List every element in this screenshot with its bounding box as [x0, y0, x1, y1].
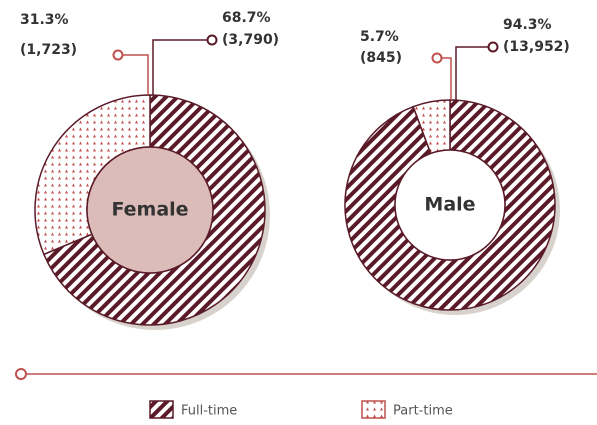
divider-dot	[15, 368, 27, 380]
legend-label: Full-time	[181, 404, 237, 419]
percent-label: 68.7%	[222, 10, 271, 26]
legend-label: Part-time	[393, 404, 453, 419]
leader-dot	[431, 52, 443, 64]
count-label: (1,723)	[20, 42, 77, 58]
leader-line	[455, 46, 493, 101]
count-label: (13,952)	[503, 39, 570, 55]
legend-swatch	[149, 400, 174, 419]
percent-label: 31.3%	[20, 12, 69, 28]
center-label: Female	[111, 199, 188, 221]
leader-dot	[487, 41, 499, 53]
count-label: (3,790)	[222, 32, 279, 48]
donut-hole	[86, 146, 214, 274]
percent-label: 94.3%	[503, 17, 552, 33]
legend-swatch	[361, 400, 386, 419]
count-label: (845)	[360, 50, 402, 66]
donut-hole	[394, 149, 506, 261]
leader-dot	[112, 49, 124, 61]
percent-label: 5.7%	[360, 29, 399, 45]
leader-line	[118, 54, 149, 96]
leader-line	[437, 57, 452, 101]
leader-dot	[206, 34, 218, 46]
leader-line	[152, 39, 212, 96]
center-label: Male	[424, 194, 475, 216]
